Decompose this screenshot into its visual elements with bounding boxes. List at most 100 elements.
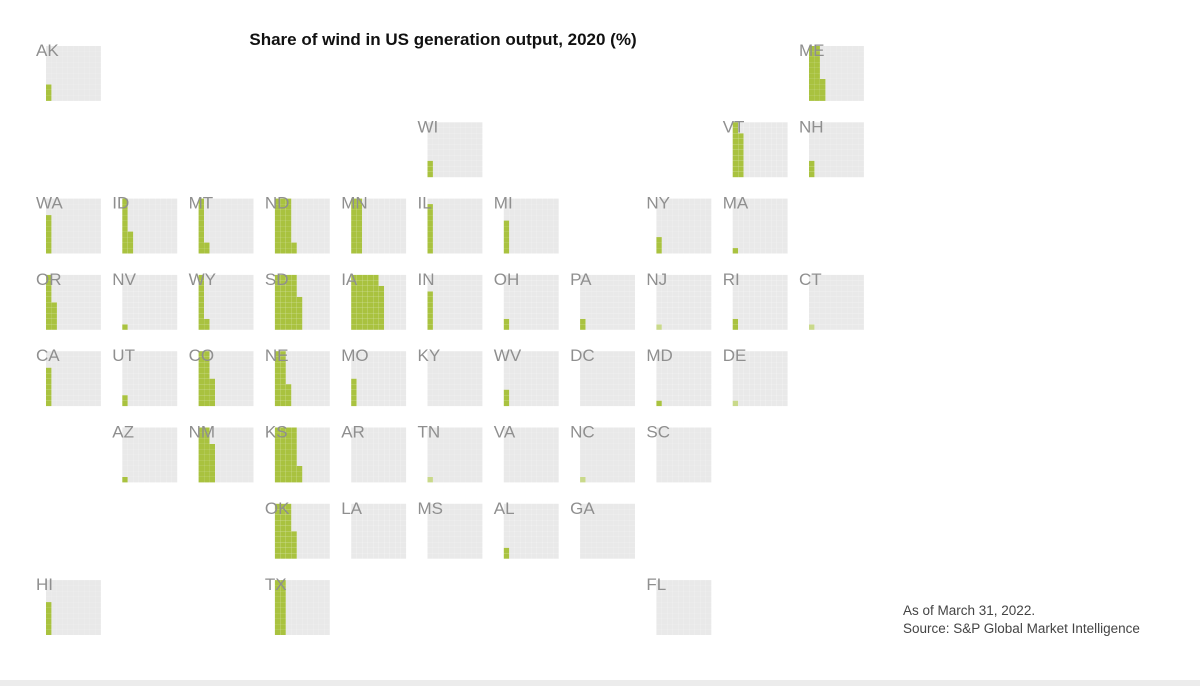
waffle-cell-empty — [618, 302, 624, 308]
waffle-cell-filled — [291, 466, 297, 472]
waffle-cell-empty — [477, 389, 483, 396]
waffle-cell-empty — [656, 209, 662, 215]
waffle-cell-filled — [285, 242, 292, 248]
waffle-cell-empty — [51, 378, 57, 385]
waffle-cell-empty — [760, 367, 766, 374]
waffle-cell-empty — [514, 373, 521, 379]
waffle-cell-empty — [613, 280, 619, 286]
waffle-cell-empty — [520, 444, 526, 450]
waffle-cell-empty — [427, 149, 433, 156]
waffle-cell-empty — [90, 90, 96, 96]
waffle-cell-empty — [362, 248, 368, 254]
waffle-cell-empty — [296, 248, 303, 254]
waffle-cell-empty — [853, 318, 859, 325]
waffle-cell-empty — [809, 155, 815, 161]
waffle-cell-empty — [776, 285, 783, 292]
waffle-cell-empty — [858, 84, 864, 90]
waffle-cell-empty — [602, 503, 608, 510]
waffle-cell-empty — [79, 204, 85, 210]
waffle-cell-empty — [547, 433, 554, 439]
waffle-cell-empty — [444, 209, 450, 215]
waffle-cell-empty — [591, 395, 597, 401]
waffle-cell-empty — [672, 460, 679, 466]
waffle-cell-empty — [672, 466, 679, 472]
waffle-cell-empty — [466, 514, 472, 521]
waffle-cell-empty — [531, 444, 537, 450]
waffle-cell-empty — [318, 215, 325, 221]
waffle-cell-empty — [503, 296, 510, 303]
waffle-cell-empty — [449, 553, 455, 559]
waffle-cell-empty — [809, 280, 815, 286]
waffle-cell-empty — [831, 313, 837, 319]
waffle-cell-empty — [237, 367, 243, 374]
waffle-cell-empty — [477, 531, 483, 537]
waffle-cell-empty — [836, 149, 842, 156]
waffle-cell-empty — [362, 395, 368, 401]
waffle-cell-empty — [580, 536, 586, 543]
waffle-cell-empty — [79, 602, 85, 608]
waffle-cell-filled — [204, 449, 210, 455]
waffle-cell-empty — [531, 198, 537, 204]
waffle-cell-filled — [291, 542, 297, 548]
waffle-cell-empty — [318, 351, 325, 357]
waffle-cell-empty — [683, 466, 690, 472]
waffle-cell-empty — [683, 313, 690, 319]
waffle-cell-empty — [624, 520, 630, 526]
waffle-cell-empty — [624, 313, 630, 319]
waffle-cell-empty — [858, 79, 864, 85]
waffle-cell-empty — [689, 455, 695, 461]
waffle-cell-empty — [705, 378, 712, 385]
waffle-cell-empty — [466, 449, 472, 455]
waffle-cell-empty — [749, 378, 755, 385]
waffle-cell-empty — [62, 215, 68, 221]
waffle-cell-empty — [661, 242, 668, 248]
waffle-cell-empty — [362, 356, 368, 363]
waffle-cell-empty — [378, 553, 385, 559]
waffle-cell-empty — [460, 302, 466, 308]
waffle-cell-empty — [689, 449, 695, 455]
waffle-cell-empty — [138, 307, 145, 314]
waffle-cell-empty — [814, 138, 820, 145]
waffle-cell-empty — [291, 204, 297, 210]
waffle-cell-filled — [291, 449, 297, 455]
waffle-cell-empty — [444, 160, 450, 167]
waffle-cell-empty — [455, 231, 461, 237]
waffle-cell-filled — [274, 231, 281, 237]
waffle-cell-empty — [296, 427, 303, 433]
waffle-cell-empty — [351, 553, 357, 559]
waffle-cell-empty — [367, 553, 374, 559]
waffle-cell-empty — [302, 318, 308, 325]
waffle-cell-filled — [209, 395, 215, 401]
waffle-cell-empty — [127, 395, 134, 401]
waffle-cell-empty — [738, 280, 744, 286]
waffle-cell-empty — [820, 313, 826, 319]
waffle-cell-empty — [155, 215, 161, 221]
waffle-cell-empty — [607, 536, 613, 543]
waffle-cell-empty — [477, 204, 483, 210]
waffle-cell-filled — [280, 248, 286, 254]
waffle-cell-empty — [226, 231, 232, 237]
waffle-cell-empty — [542, 438, 548, 444]
waffle-cell-empty — [449, 220, 455, 226]
waffle-cell-empty — [525, 296, 532, 303]
waffle-cell-empty — [607, 509, 613, 515]
waffle-cell-empty — [449, 438, 455, 444]
waffle-cell-empty — [743, 138, 750, 145]
waffle-cell-empty — [596, 438, 602, 444]
waffle-cell-empty — [503, 427, 510, 433]
waffle-cell-empty — [449, 449, 455, 455]
waffle-cell-empty — [149, 460, 156, 466]
waffle-cell-empty — [531, 351, 537, 357]
waffle-cell-empty — [324, 285, 330, 292]
waffle-cell-empty — [689, 351, 695, 357]
waffle-cell-empty — [433, 302, 439, 308]
waffle-cell-empty — [602, 553, 608, 559]
waffle-cell-empty — [138, 226, 145, 232]
waffle-cell-empty — [477, 160, 483, 167]
waffle-cell-filled — [280, 542, 286, 548]
waffle-cell-empty — [296, 226, 303, 232]
waffle-cell-empty — [68, 624, 74, 630]
waffle-cell-empty — [694, 444, 701, 450]
waffle-cell-empty — [449, 242, 455, 248]
waffle-cell-empty — [62, 285, 68, 292]
